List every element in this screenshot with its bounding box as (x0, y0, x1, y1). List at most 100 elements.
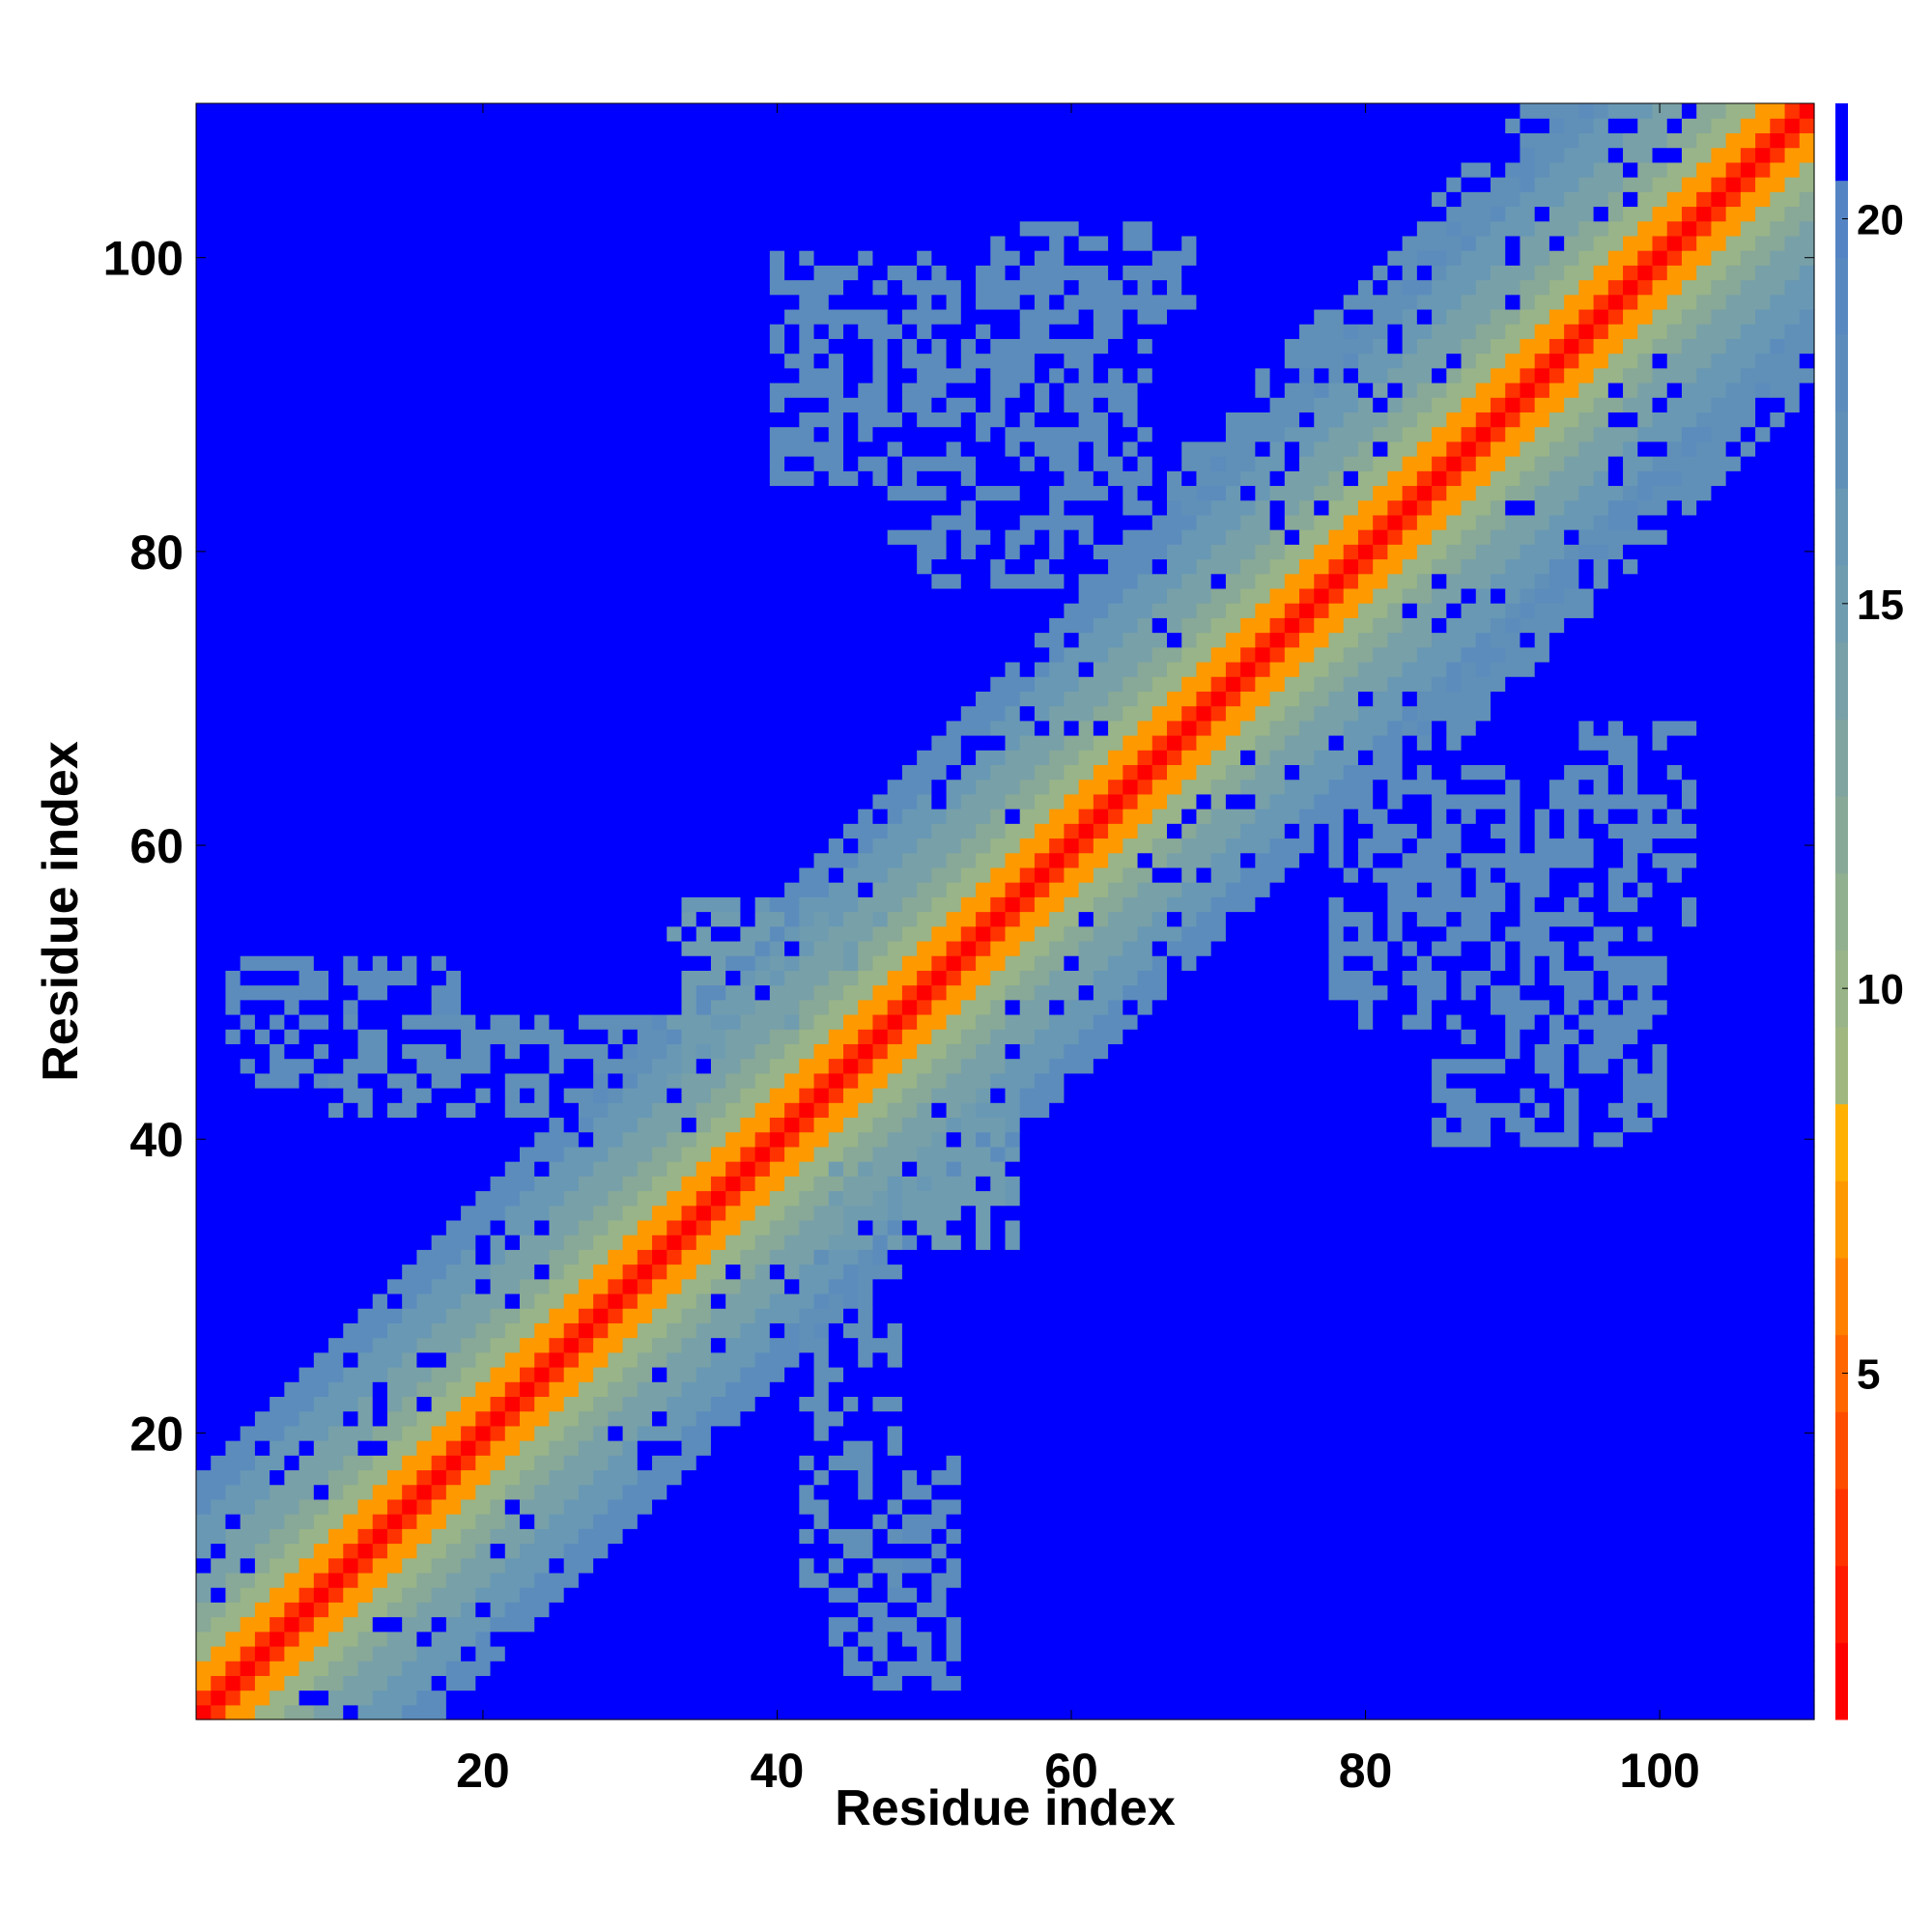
heatmap-cell (196, 1308, 359, 1323)
heatmap-cell (386, 1366, 433, 1382)
heatmap-cell (1005, 911, 1021, 927)
heatmap-cell (1520, 544, 1565, 560)
heatmap-cell (1225, 632, 1256, 648)
heatmap-cell (740, 1322, 771, 1339)
colorbar-band (1835, 641, 1848, 720)
heatmap-cell (343, 1455, 374, 1471)
heatmap-cell (1137, 882, 1182, 897)
heatmap-cell (475, 1440, 492, 1456)
heatmap-cell (637, 1264, 653, 1280)
heatmap-cell (549, 1013, 580, 1030)
heatmap-cell (1240, 691, 1271, 707)
heatmap-cell (1446, 734, 1463, 751)
heatmap-cell (1637, 1102, 1654, 1119)
heatmap-cell (1548, 1029, 1579, 1044)
heatmap-cell (386, 1278, 433, 1294)
heatmap-cell (386, 1631, 417, 1647)
heatmap-cell (240, 1661, 256, 1676)
heatmap-cell (1049, 382, 1065, 398)
heatmap-cell (1387, 896, 1506, 913)
heatmap-cell (1578, 132, 1624, 149)
colorbar-band (1835, 796, 1848, 874)
heatmap-cell (1520, 103, 1579, 119)
heatmap-cell (1005, 412, 1021, 428)
heatmap-cell (887, 940, 918, 956)
heatmap-cell (990, 1131, 1007, 1148)
heatmap-cell (1534, 456, 1565, 471)
heatmap-cell (1137, 397, 1271, 412)
heatmap-cell (1210, 587, 1241, 604)
heatmap-cell (813, 426, 830, 442)
heatmap-cell (1181, 779, 1212, 795)
heatmap-cell (725, 1337, 771, 1353)
heatmap-cell (667, 1088, 683, 1103)
heatmap-cell (946, 1631, 962, 1647)
heatmap-cell (667, 1396, 712, 1412)
heatmap-cell (1564, 1117, 1579, 1133)
heatmap-cell (1078, 750, 1109, 766)
heatmap-cell (1432, 617, 1447, 634)
heatmap-cell (1623, 1088, 1668, 1103)
heatmap-cell (872, 793, 918, 810)
heatmap-cell (843, 456, 859, 471)
heatmap-cell (637, 1351, 668, 1368)
heatmap-cell (1416, 470, 1433, 487)
heatmap-cell (1122, 412, 1139, 428)
heatmap-cell (710, 1440, 844, 1456)
heatmap-cell (1049, 558, 1109, 575)
heatmap-cell (284, 1381, 329, 1397)
heatmap-cell (445, 1675, 476, 1691)
heatmap-cell (475, 1587, 521, 1603)
heatmap-cell (563, 1425, 594, 1441)
heatmap-cell (1049, 544, 1065, 560)
heatmap-cell (1122, 324, 1300, 339)
heatmap-cell (1049, 809, 1080, 824)
heatmap-cell (1461, 235, 1477, 251)
heatmap-cell (1387, 279, 1404, 296)
heatmap-cell (1696, 779, 1815, 795)
heatmap-cell (1181, 823, 1198, 839)
heatmap-cell (1696, 440, 1727, 457)
heatmap-cell (1461, 191, 1521, 208)
heatmap-cell (637, 1219, 668, 1236)
heatmap-cell (1711, 191, 1727, 208)
heatmap-cell (1623, 191, 1638, 208)
heatmap-cell (270, 1484, 315, 1500)
heatmap-cell (887, 382, 903, 398)
heatmap-cell (917, 911, 948, 927)
heatmap-cell (328, 1587, 344, 1603)
heatmap-cell (1373, 823, 1418, 839)
heatmap-cell (1491, 220, 1536, 237)
heatmap-cell (858, 1616, 874, 1633)
heatmap-cell (593, 1117, 639, 1133)
heatmap-cell (196, 1410, 256, 1427)
heatmap-cell (1225, 705, 1256, 722)
heatmap-cell (254, 1410, 300, 1427)
heatmap-cell (901, 1161, 918, 1177)
heatmap-cell (652, 1146, 683, 1162)
heatmap-cell (1005, 823, 1036, 839)
heatmap-cell (1520, 632, 1536, 648)
heatmap-cell (872, 1469, 903, 1486)
heatmap-cell (1491, 617, 1506, 634)
heatmap-cell (1564, 294, 1595, 310)
heatmap-cell (1034, 764, 1065, 781)
heatmap-cell (1432, 558, 1463, 575)
heatmap-cell (1461, 161, 1492, 178)
heatmap-cell (196, 573, 932, 589)
heatmap-cell (858, 1029, 874, 1044)
heatmap-cell (1225, 793, 1256, 810)
heatmap-cell (1564, 1088, 1579, 1103)
heatmap-cell (1299, 661, 1330, 677)
heatmap-cell (1005, 984, 1036, 1001)
heatmap-cell (1064, 499, 1123, 516)
colorbar-tick-label: 5 (1857, 1351, 1880, 1399)
heatmap-cell (578, 1176, 624, 1192)
heatmap-cell (386, 1410, 417, 1427)
heatmap-cell (754, 1396, 800, 1412)
heatmap-cell (225, 1587, 242, 1603)
heatmap-cell (696, 1455, 800, 1471)
heatmap-cell (725, 955, 756, 971)
heatmap-cell (1314, 823, 1330, 839)
heatmap-cell (1475, 632, 1492, 648)
